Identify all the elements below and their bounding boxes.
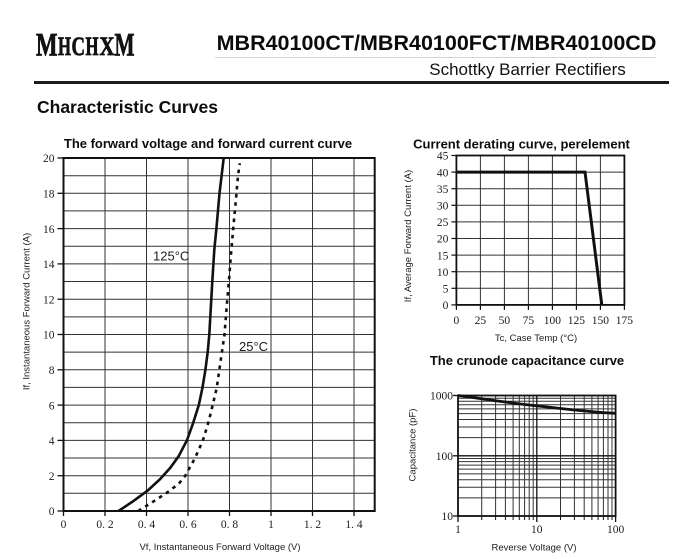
svg-text:125: 125 <box>568 315 586 327</box>
svg-text:10: 10 <box>43 330 55 342</box>
svg-text:5: 5 <box>443 284 449 296</box>
svg-text:25: 25 <box>475 315 487 327</box>
svg-text:40: 40 <box>437 167 449 179</box>
svg-text:12: 12 <box>43 294 55 306</box>
svg-text:150: 150 <box>592 315 610 327</box>
svg-text:175: 175 <box>616 315 634 327</box>
svg-text:0. 2: 0. 2 <box>96 519 114 531</box>
svg-text:100: 100 <box>544 315 562 327</box>
svg-text:X: X <box>100 32 115 60</box>
svg-text:100: 100 <box>607 524 625 536</box>
svg-text:20: 20 <box>43 153 55 165</box>
svg-text:10: 10 <box>437 267 449 279</box>
svg-text:10: 10 <box>531 524 543 536</box>
svg-text:6: 6 <box>49 400 55 412</box>
svg-text:18: 18 <box>43 189 55 201</box>
svg-text:H: H <box>58 32 71 60</box>
svg-text:Tc, Case Temp (°C): Tc, Case Temp (°C) <box>495 333 577 344</box>
svg-text:If, Average Forward Current (A: If, Average Forward Current (A) <box>403 170 414 302</box>
svg-text:1. 2: 1. 2 <box>304 519 322 531</box>
svg-text:30: 30 <box>437 201 449 213</box>
svg-text:0: 0 <box>454 315 460 327</box>
svg-text:1: 1 <box>455 524 461 536</box>
svg-text:0. 6: 0. 6 <box>179 519 197 531</box>
svg-text:0: 0 <box>49 506 55 518</box>
svg-text:25: 25 <box>437 217 449 229</box>
svg-text:10: 10 <box>442 511 454 523</box>
svg-text:125°C: 125°C <box>153 249 189 264</box>
svg-text:0: 0 <box>443 300 449 312</box>
svg-text:2: 2 <box>49 471 55 483</box>
svg-text:1. 4: 1. 4 <box>345 519 363 531</box>
svg-text:4: 4 <box>49 436 55 448</box>
svg-text:0. 4: 0. 4 <box>138 519 156 531</box>
svg-text:0. 8: 0. 8 <box>221 519 239 531</box>
svg-text:H: H <box>86 32 99 60</box>
svg-text:1000: 1000 <box>430 391 453 403</box>
svg-text:100: 100 <box>436 451 454 463</box>
svg-text:50: 50 <box>499 315 511 327</box>
svg-text:If, Instantaneous Forward Curr: If, Instantaneous Forward Current (A) <box>22 233 33 390</box>
svg-text:The forward voltage and forwar: The forward voltage and forward current … <box>64 136 352 151</box>
svg-text:20: 20 <box>437 234 449 246</box>
svg-text:Vf, Instantaneous Forward Volt: Vf, Instantaneous Forward Voltage (V) <box>139 542 300 553</box>
svg-text:M: M <box>115 28 135 61</box>
svg-text:0: 0 <box>61 519 67 531</box>
svg-text:Reverse Voltage (V): Reverse Voltage (V) <box>491 543 576 554</box>
svg-text:75: 75 <box>523 315 535 327</box>
svg-text:1: 1 <box>268 519 274 531</box>
svg-text:16: 16 <box>43 224 55 236</box>
svg-text:Current derating curve, perele: Current derating curve, perelement <box>413 137 630 152</box>
svg-text:25°C: 25°C <box>239 339 268 354</box>
svg-text:45: 45 <box>437 151 449 163</box>
svg-text:8: 8 <box>49 365 55 377</box>
svg-text:C: C <box>72 32 86 60</box>
svg-text:35: 35 <box>437 184 449 196</box>
svg-text:Capacitance (pF): Capacitance (pF) <box>408 409 419 482</box>
svg-text:M: M <box>36 28 58 61</box>
svg-text:15: 15 <box>437 250 449 262</box>
svg-text:The crunode capacitance curve: The crunode capacitance curve <box>430 353 624 368</box>
svg-text:14: 14 <box>43 259 55 271</box>
